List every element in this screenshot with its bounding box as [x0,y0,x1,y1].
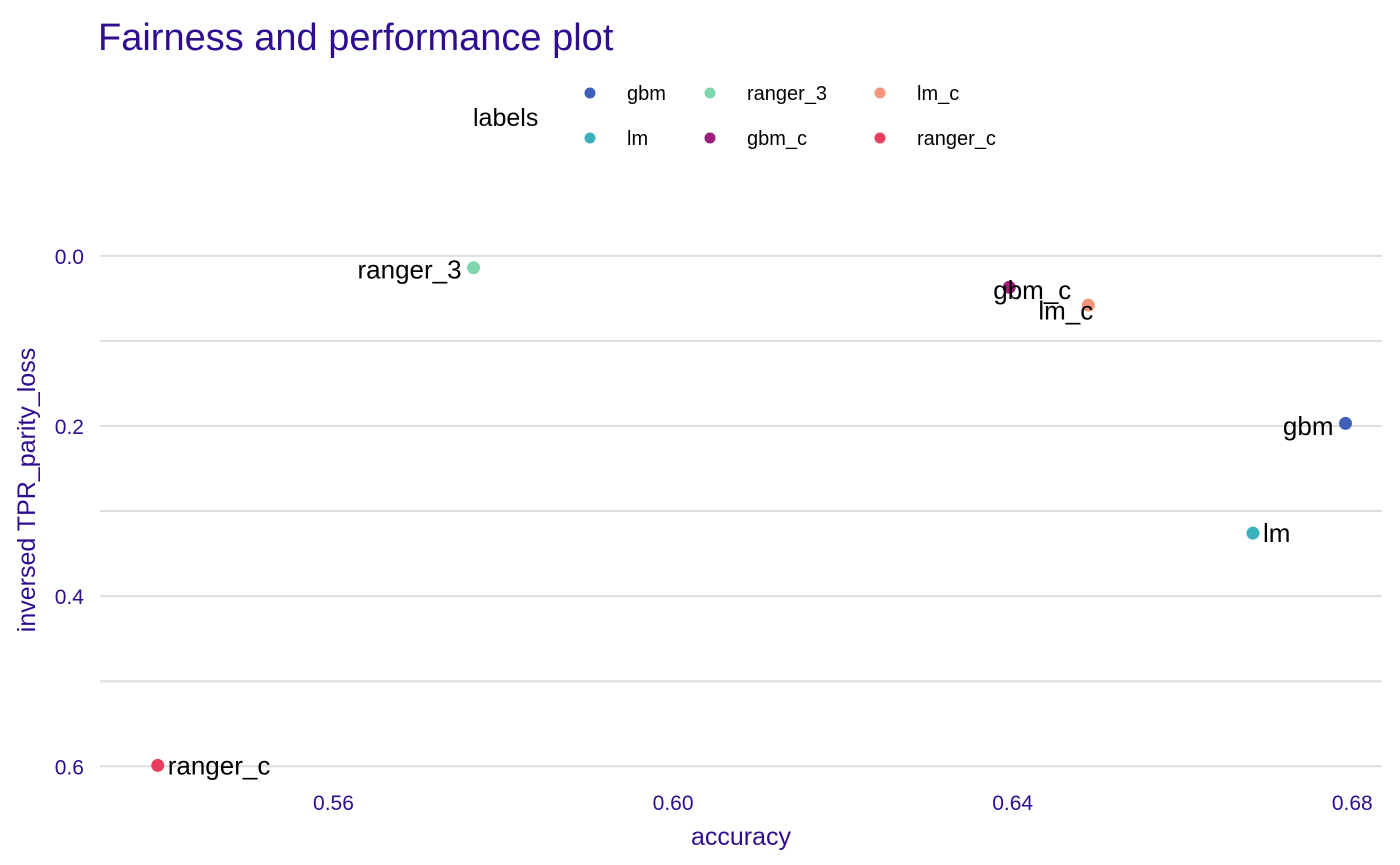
point-label: ranger_3 [357,254,461,284]
legend-title: labels [473,104,538,132]
x-tick-label: 0.60 [653,792,694,815]
data-point [1081,298,1095,312]
data-point [151,758,165,772]
x-tick-label: 0.56 [313,792,354,815]
data-point [1246,526,1260,540]
legend-item: ranger_3 [704,83,827,105]
y-tick-label: 0.6 [55,756,84,779]
point-label: lm [1263,518,1290,548]
legend-key [874,132,886,144]
y-tick-label: 0.4 [55,586,85,609]
legend: labels gbm lm ranger_3 gbm_c lm_c ranger_c [473,83,996,150]
point-label: ranger_c [168,750,271,780]
legend-key [874,87,886,99]
legend-label: ranger_3 [747,83,827,105]
legend-item: gbm_c [704,128,807,150]
chart-title: Fairness and performance plot [98,17,614,59]
data-point [1002,280,1016,294]
legend-item: lm [584,128,648,150]
point-labels: gbm lm ranger_3 gbm_clm_c ranger_c [168,254,1334,780]
legend-item: ranger_c [874,128,996,150]
legend-label: lm_c [917,83,959,105]
point-label: gbm_c [993,275,1071,305]
y-tick-label: 0.0 [55,246,84,269]
y-axis-title: inversed TPR_parity_loss [13,348,41,632]
legend-item: lm_c [874,83,959,105]
legend-label: lm [627,128,648,150]
legend-item: gbm [584,83,666,105]
data-point [1338,416,1352,430]
legend-label: ranger_c [917,128,996,150]
data-points [151,261,1352,772]
x-tick-label: 0.64 [992,792,1033,815]
x-axis-ticks: 0.56 0.60 0.64 0.68 [313,792,1373,815]
legend-label: gbm_c [747,128,807,150]
x-tick-label: 0.68 [1332,792,1373,815]
legend-label: gbm [627,83,666,105]
legend-key [704,87,716,99]
y-tick-label: 0.2 [55,416,84,439]
legend-key [584,87,596,99]
legend-key [704,132,716,144]
point-label: gbm [1283,411,1334,441]
legend-key [584,132,596,144]
gridlines [100,254,1382,768]
y-axis-ticks: 0.0 0.2 0.4 0.6 [55,246,85,779]
point-label: lm_c [1038,296,1093,326]
data-point [467,261,481,275]
x-axis-title: accuracy [691,823,792,851]
